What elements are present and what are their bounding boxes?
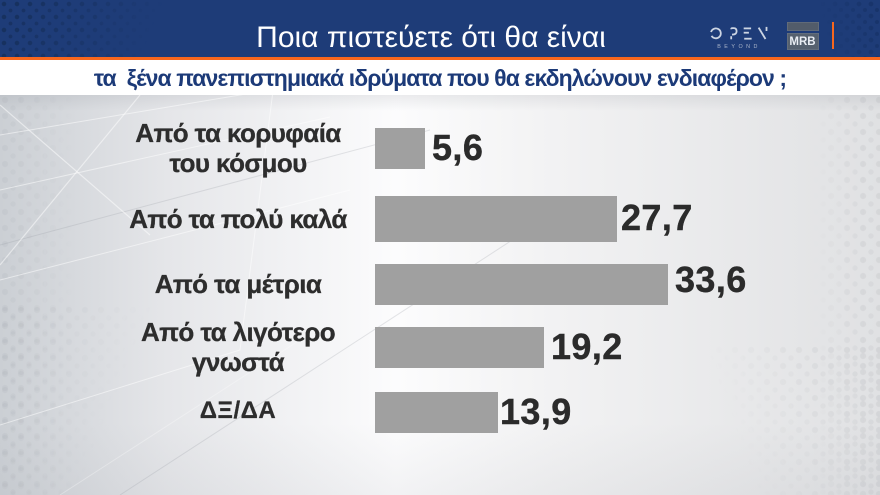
svg-text:BEYOND: BEYOND — [717, 44, 761, 50]
